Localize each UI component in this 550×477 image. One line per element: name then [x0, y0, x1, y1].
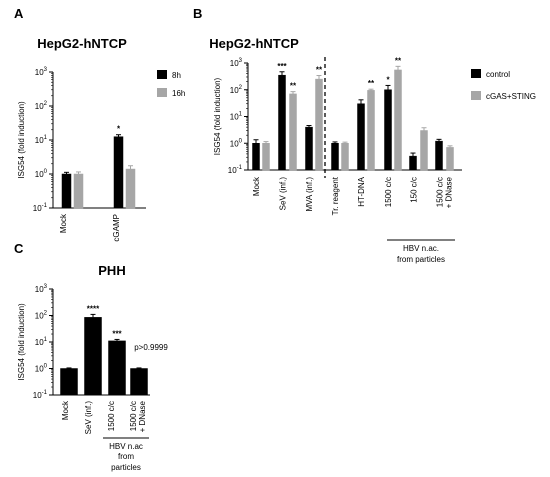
panel-b-y-tick-label: 10-1 — [228, 165, 243, 175]
panel-b-category-label: HT-DNA — [357, 176, 366, 206]
panel-b-significance-label: ** — [395, 56, 402, 65]
panel-c-group-label: HBV n.ac — [109, 442, 143, 451]
panel-c-category-label: SeV (inf.) — [84, 401, 93, 435]
panel-c-y-tick-label: 10-1 — [33, 390, 48, 400]
panel-a-legend-swatch — [157, 70, 167, 79]
panel-c-category-label: + DNase — [138, 400, 147, 432]
panel-c-y-label: ISG54 (fold induction) — [17, 303, 26, 381]
panel-b-significance-label: *** — [277, 62, 287, 71]
panel-c-bar — [60, 368, 78, 396]
panel-b-group-label: HBV n.ac. — [403, 244, 439, 253]
panel-b-category-label: Tr. reagent — [331, 176, 340, 215]
panel-b-y-tick-label: 101 — [230, 112, 243, 122]
panel-a-y-tick-label: 102 — [35, 101, 48, 111]
panel-b-legend-label: cGAS+STING — [486, 92, 536, 101]
panel-b-significance-label: ** — [290, 82, 297, 91]
panel-a-bar — [61, 173, 72, 209]
panel-b-bar — [341, 143, 349, 171]
panel-b-category-label: MVA (inf.) — [305, 177, 314, 212]
panel-b-y-tick-label: 100 — [230, 138, 243, 148]
panel-c-y-tick-label: 102 — [35, 311, 48, 321]
panel-c-category-label: Mock — [61, 400, 70, 420]
panel-b-category-label: 1500 c/c — [384, 177, 393, 207]
panel-c-y-tick-label: 101 — [35, 337, 48, 347]
panel-c-category-label: 1500 c/c — [107, 401, 116, 431]
panel-b-bar — [331, 143, 339, 171]
panel-a-y-tick-label: 101 — [35, 135, 48, 145]
panel-a-category-label: Mock — [59, 213, 68, 233]
panel-a-y-tick-label: 100 — [35, 169, 48, 179]
panel-b-group-label: from particles — [397, 255, 445, 264]
panel-b-bar — [420, 130, 428, 171]
panel-a-bar — [73, 173, 84, 209]
panel-b-bar — [435, 140, 443, 171]
panel-b-category-label: SeV (inf.) — [279, 177, 288, 211]
panel-b-y-tick-label: 103 — [230, 58, 243, 68]
panel-b-letter: B — [193, 6, 202, 21]
panel-c-bar — [84, 317, 102, 396]
panel-b-y-label: ISG54 (fold induction) — [213, 77, 222, 155]
panel-a-bar — [125, 168, 136, 209]
panel-a-letter: A — [14, 6, 24, 21]
panel-a-y-tick-label: 10-1 — [33, 203, 48, 213]
panel-b-category-label: 150 c/c — [410, 177, 419, 203]
panel-c-bar — [108, 340, 126, 396]
panel-c-y-tick-label: 100 — [35, 364, 48, 374]
panel-b-bar — [357, 103, 365, 171]
panel-b-bar — [278, 74, 286, 171]
panel-a-y-tick-label: 103 — [35, 67, 48, 77]
panel-b-bar — [394, 69, 402, 171]
panel-c-significance-label: *** — [112, 329, 122, 338]
panel-b-bar — [367, 90, 375, 171]
panel-b-bar — [262, 143, 270, 171]
panel-a-legend-label: 8h — [172, 71, 181, 80]
panel-c-significance-label: **** — [87, 304, 100, 313]
panel-c-bar — [130, 368, 148, 396]
panel-a-category-label: cGAMP — [112, 214, 121, 242]
panel-a-title: HepG2-hNTCP — [37, 36, 127, 51]
panel-c-title: PHH — [98, 263, 125, 278]
panel-a-legend-swatch — [157, 88, 167, 97]
panel-b-category-label: + DNase — [445, 176, 454, 208]
panel-b-bar — [446, 147, 454, 171]
panel-b-legend-swatch — [471, 69, 481, 78]
panel-b-bar — [409, 155, 417, 171]
panel-b-bar — [252, 143, 260, 171]
panel-c-category-label: 1500 c/c — [129, 401, 138, 431]
panel-b-title: HepG2-hNTCP — [209, 36, 299, 51]
panel-c-group-label: from — [118, 452, 134, 461]
panel-b-category-label: Mock — [252, 176, 261, 196]
panel-c-significance-label: p>0.9999 — [134, 343, 168, 352]
panel-b-significance-label: ** — [368, 79, 375, 88]
panel-b-bar — [305, 126, 313, 171]
panel-b-bar — [315, 78, 323, 171]
panel-c-letter: C — [14, 241, 24, 256]
panel-a-significance-label: * — [117, 125, 121, 134]
panel-b-legend-label: control — [486, 70, 510, 79]
panel-b-bar — [289, 93, 297, 171]
panel-c-y-tick-label: 103 — [35, 284, 48, 294]
panel-c-group-label: particles — [111, 463, 141, 472]
panel-b-y-tick-label: 102 — [230, 85, 243, 95]
panel-b-legend-swatch — [471, 91, 481, 100]
panel-a-y-label: ISG54 (fold induction) — [17, 101, 26, 179]
panel-b-significance-label: * — [386, 75, 390, 84]
panel-b-category-label: 1500 c/c — [436, 177, 445, 207]
panel-a-bar — [113, 136, 124, 209]
panel-a-legend-label: 16h — [172, 89, 185, 98]
panel-b-significance-label: ** — [316, 66, 323, 75]
panel-b-bar — [384, 89, 392, 171]
